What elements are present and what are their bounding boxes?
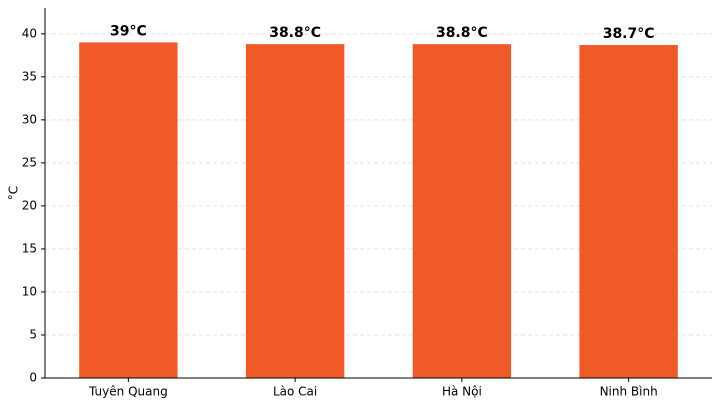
y-tick-label: 40 (22, 26, 37, 40)
value-label: 38.8°C (269, 25, 321, 41)
y-tick-label: 25 (22, 155, 37, 169)
y-tick-label: 35 (22, 69, 37, 83)
x-tick-label: Ninh Bình (600, 385, 658, 399)
bar (412, 44, 512, 379)
y-tick-label: 20 (22, 198, 37, 212)
bar (579, 45, 678, 378)
x-tick-label: Lào Cai (273, 385, 317, 399)
y-tick-label: 15 (22, 241, 37, 255)
y-tick-label: 30 (22, 112, 37, 126)
y-tick-label: 5 (29, 327, 37, 341)
value-label: 38.8°C (436, 25, 488, 41)
x-tick-label: Hà Nội (442, 385, 482, 399)
y-axis-label: °C (7, 186, 21, 200)
y-tick-label: 10 (22, 284, 37, 298)
bar (79, 42, 178, 378)
value-label: 38.7°C (603, 26, 655, 42)
y-tick-label: 0 (29, 371, 37, 385)
value-label: 39°C (110, 23, 147, 39)
x-tick-label: Tuyên Quang (88, 385, 168, 399)
bar (245, 44, 345, 379)
